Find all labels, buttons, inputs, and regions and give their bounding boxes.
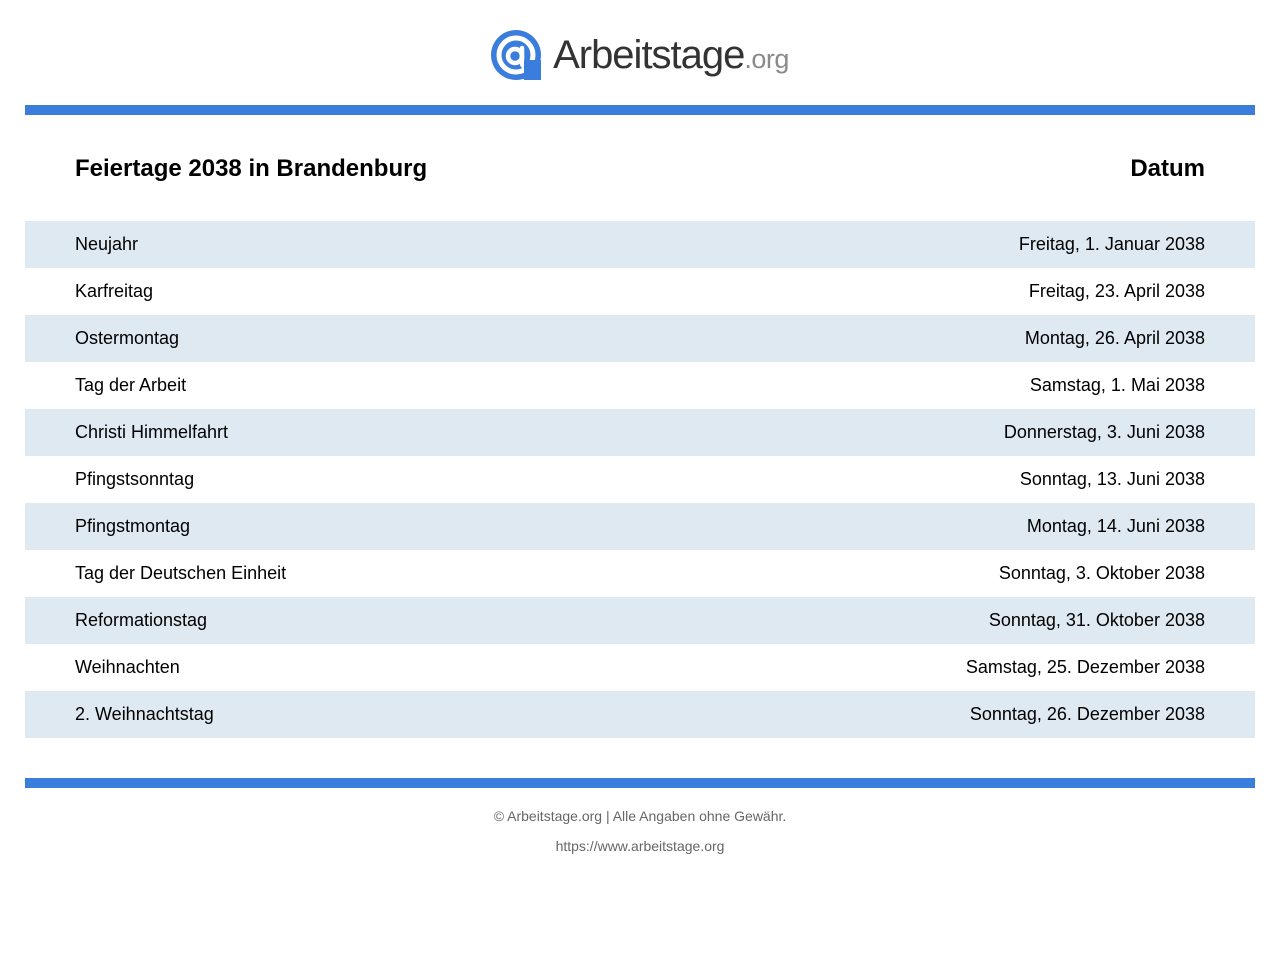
holiday-name: Pfingstmontag bbox=[75, 516, 191, 536]
holiday-date: Donnerstag, 3. Juni 2038 bbox=[1003, 422, 1205, 442]
site-logo[interactable]: Arbeitstage .org bbox=[0, 30, 1280, 80]
holiday-name: Karfreitag bbox=[75, 281, 154, 301]
holiday-name: Tag der Deutschen Einheit bbox=[75, 563, 287, 583]
holiday-date: Montag, 14. Juni 2038 bbox=[1026, 516, 1205, 536]
holiday-date: Freitag, 23. April 2038 bbox=[1028, 281, 1205, 301]
logo-wordmark: Arbeitstage .org bbox=[553, 33, 789, 78]
table-row: Christi Himmelfahrt Donnerstag, 3. Juni … bbox=[25, 409, 1255, 456]
holiday-date: Montag, 26. April 2038 bbox=[1024, 328, 1205, 348]
table-row: Tag der Arbeit Samstag, 1. Mai 2038 bbox=[25, 362, 1255, 409]
holiday-date: Sonntag, 13. Juni 2038 bbox=[1019, 469, 1205, 489]
footer-copyright: © Arbeitstage.org | Alle Angaben ohne Ge… bbox=[493, 808, 787, 824]
table-header: Feiertage 2038 in Brandenburg Datum bbox=[25, 115, 1255, 221]
logo-tld-text: .org bbox=[744, 43, 789, 74]
holiday-date: Sonntag, 3. Oktober 2038 bbox=[998, 563, 1205, 583]
holiday-name: Reformationstag bbox=[75, 610, 208, 630]
table-body: Neujahr Freitag, 1. Januar 2038 Karfreit… bbox=[25, 221, 1255, 738]
holiday-name: Christi Himmelfahrt bbox=[75, 422, 229, 442]
holiday-table: Feiertage 2038 in Brandenburg Datum Neuj… bbox=[25, 115, 1255, 738]
holiday-date: Freitag, 1. Januar 2038 bbox=[1018, 234, 1205, 254]
table-row: Weihnachten Samstag, 25. Dezember 2038 bbox=[25, 644, 1255, 691]
holiday-name: Neujahr bbox=[75, 234, 139, 254]
holiday-name: 2. Weihnachtstag bbox=[75, 704, 214, 724]
table-row: Tag der Deutschen Einheit Sonntag, 3. Ok… bbox=[25, 550, 1255, 597]
footer-url-link[interactable]: https://www.arbeitstage.org bbox=[555, 838, 725, 854]
holiday-name: Weihnachten bbox=[75, 657, 180, 677]
logo-main-text: Arbeitstage bbox=[553, 32, 745, 77]
holiday-name: Tag der Arbeit bbox=[75, 375, 187, 395]
holiday-date: Samstag, 25. Dezember 2038 bbox=[965, 657, 1205, 677]
date-column-header: Datum bbox=[1130, 155, 1205, 182]
table-row: Neujahr Freitag, 1. Januar 2038 bbox=[25, 221, 1255, 268]
holiday-name: Pfingstsonntag bbox=[75, 469, 195, 489]
bottom-divider-bar bbox=[25, 778, 1255, 788]
table-row: Reformationstag Sonntag, 31. Oktober 203… bbox=[25, 597, 1255, 644]
at-sign-icon bbox=[491, 30, 542, 80]
table-row: 2. Weihnachtstag Sonntag, 26. Dezember 2… bbox=[25, 691, 1255, 738]
table-row: Pfingstmontag Montag, 14. Juni 2038 bbox=[25, 503, 1255, 550]
holiday-name: Ostermontag bbox=[75, 328, 180, 348]
holiday-date: Sonntag, 26. Dezember 2038 bbox=[969, 704, 1205, 724]
top-divider-bar bbox=[25, 105, 1255, 115]
holiday-date: Sonntag, 31. Oktober 2038 bbox=[988, 610, 1205, 630]
table-row: Karfreitag Freitag, 23. April 2038 bbox=[25, 268, 1255, 315]
table-row: Ostermontag Montag, 26. April 2038 bbox=[25, 315, 1255, 362]
table-title: Feiertage 2038 in Brandenburg bbox=[75, 155, 428, 182]
holiday-date: Samstag, 1. Mai 2038 bbox=[1029, 375, 1205, 395]
table-row: Pfingstsonntag Sonntag, 13. Juni 2038 bbox=[25, 456, 1255, 503]
